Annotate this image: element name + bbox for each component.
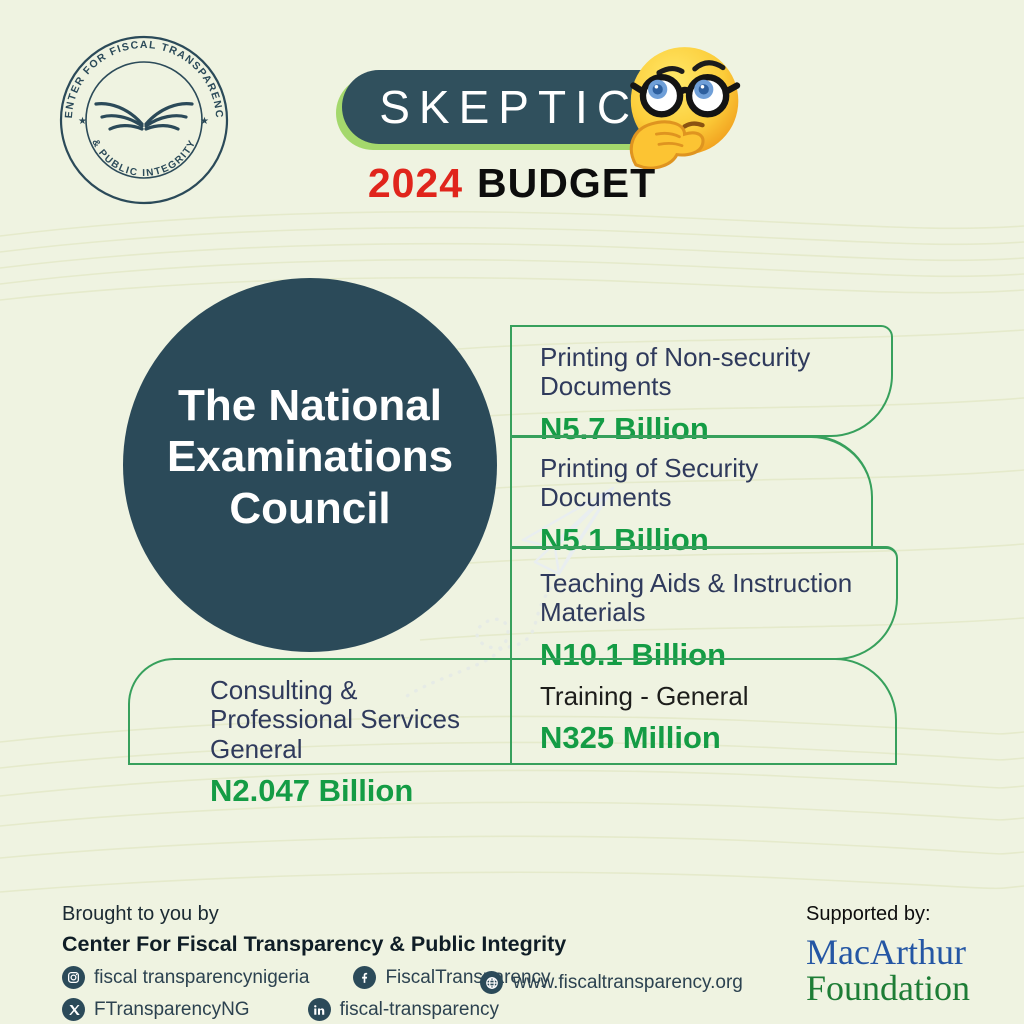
instagram-icon bbox=[62, 966, 85, 989]
entity-name: The National Examinations Council bbox=[166, 381, 454, 533]
globe-icon bbox=[480, 971, 503, 994]
budget-item-teaching-aids: Teaching Aids & Instruction Materials N1… bbox=[510, 546, 898, 672]
footer-credits: Brought to you by Center For Fiscal Tran… bbox=[62, 903, 566, 1021]
budget-item-label: Printing of Security Documents bbox=[540, 453, 759, 513]
macarthur-wordmark-line2: Foundation bbox=[806, 968, 971, 1008]
seal-star-right: ★ bbox=[200, 116, 209, 127]
facebook-icon bbox=[353, 966, 377, 989]
social-handle: FiscalTransparency bbox=[385, 966, 551, 988]
budget-word: BUDGET bbox=[477, 160, 657, 206]
skeptics-label: SKEPTICS bbox=[379, 81, 679, 133]
social-handle: fiscal transparencynigeria bbox=[94, 966, 310, 988]
budget-item-label: Teaching Aids & Instruction Materials bbox=[540, 568, 853, 628]
budget-item-label: Training - General bbox=[540, 681, 749, 711]
budget-item-label: Printing of Non-security Documents bbox=[540, 342, 811, 402]
budget-item-label: Consulting & Professional Services Gener… bbox=[210, 675, 460, 764]
budget-item-consulting-services: Consulting & Professional Services Gener… bbox=[128, 658, 512, 808]
budget-item-value: N2.047 Billion bbox=[210, 773, 414, 809]
page-title: 2024 BUDGET bbox=[0, 160, 1024, 207]
seal-star-left: ★ bbox=[78, 116, 87, 127]
linkedin-icon bbox=[307, 998, 331, 1021]
supported-by-label: Supported by: bbox=[806, 903, 931, 925]
budget-item-value: N325 Million bbox=[540, 720, 721, 756]
social-handle: FTransparencyNG bbox=[94, 998, 250, 1020]
x-icon bbox=[62, 998, 85, 1021]
social-instagram[interactable]: fiscal transparencynigeria bbox=[62, 966, 309, 989]
website-url: www.fiscaltransparency.org bbox=[513, 971, 743, 993]
org-seal-logo: CENTER FOR FISCAL TRANSPARENCY & PUBLIC … bbox=[58, 34, 229, 205]
thinking-emoji-icon bbox=[629, 47, 741, 170]
entity-circle: The National Examinations Council bbox=[123, 278, 615, 698]
brought-by-label: Brought to you by bbox=[62, 903, 219, 925]
supporter-block: Supported by: MacArthur Foundation bbox=[806, 903, 970, 1006]
budget-item-printing-security: Printing of Security Documents N5.1 Bill… bbox=[510, 435, 873, 557]
social-facebook[interactable]: FiscalTransparency bbox=[353, 966, 551, 989]
budget-item-printing-non-security: Printing of Non-security Documents N5.7 … bbox=[510, 325, 893, 446]
social-linkedin[interactable]: fiscal-transparency bbox=[307, 998, 500, 1021]
website-link[interactable]: www.fiscaltransparency.org bbox=[480, 971, 743, 994]
budget-year: 2024 bbox=[367, 160, 464, 206]
social-x[interactable]: FTransparencyNG bbox=[62, 998, 250, 1021]
social-handle: fiscal-transparency bbox=[339, 998, 500, 1020]
macarthur-wordmark-line1: MacArthur bbox=[806, 932, 966, 972]
org-name: Center For Fiscal Transparency & Public … bbox=[62, 932, 567, 956]
budget-item-training-general: Training - General N325 Million bbox=[510, 658, 897, 765]
wings-icon bbox=[94, 102, 194, 131]
